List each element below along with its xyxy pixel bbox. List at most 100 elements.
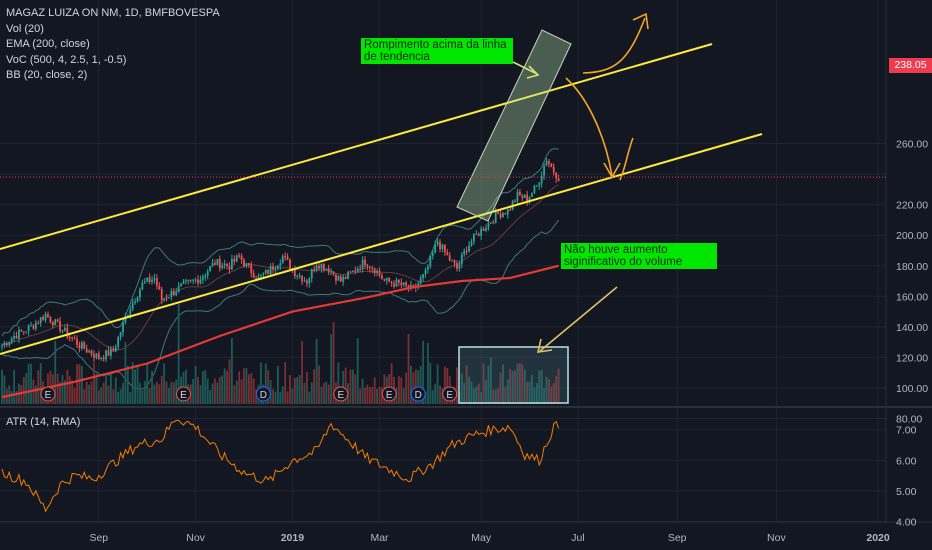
candle-body <box>516 191 519 202</box>
price-tick-label: 220.00 <box>896 200 928 212</box>
candle-body <box>189 279 192 281</box>
candle-body <box>252 273 255 278</box>
candle-body <box>531 193 533 197</box>
indicator-bb[interactable]: BB (20, close, 2) <box>6 69 88 81</box>
candle-body <box>407 285 410 289</box>
candle-body <box>102 357 105 360</box>
candle-body <box>339 276 342 282</box>
candle-body <box>34 322 37 329</box>
candle-body <box>228 265 231 270</box>
candle-body <box>318 265 320 269</box>
candle-body <box>124 316 127 323</box>
volume-bar <box>477 383 480 404</box>
candle-body <box>296 275 299 277</box>
candle-body <box>197 279 199 284</box>
volume-bar <box>168 387 170 404</box>
volume-bar <box>482 363 485 404</box>
candle-body <box>475 233 478 235</box>
volume-bar <box>209 389 212 404</box>
candle-body <box>231 258 233 270</box>
volume-bar <box>34 385 37 404</box>
candle-body <box>64 327 66 331</box>
candle-body <box>221 265 224 269</box>
volume-bar <box>93 362 95 404</box>
volume-bar <box>143 380 146 404</box>
candle-body <box>117 337 120 348</box>
earnings-marker: E <box>337 390 344 401</box>
candle-body <box>262 273 265 275</box>
candle-body <box>15 335 18 339</box>
volume-bar <box>114 377 117 404</box>
volume-bar <box>201 371 204 404</box>
volume-bar <box>332 322 335 404</box>
price-tick-label: 180.00 <box>896 261 928 273</box>
volume-bar <box>165 381 168 404</box>
time-tick-label: Jul <box>571 532 584 544</box>
candle-body <box>10 338 13 343</box>
candle-body <box>56 319 59 322</box>
atr-tick-label: 6.00 <box>896 455 917 467</box>
volume-bar <box>85 381 88 404</box>
candle-body <box>543 165 545 176</box>
candle-body <box>456 263 458 269</box>
volume-bar <box>1 369 3 404</box>
volume-bar <box>146 363 149 404</box>
candle-body <box>482 228 485 231</box>
candle-body <box>168 297 170 299</box>
volume-bar <box>327 384 330 404</box>
volume-bar <box>555 375 558 404</box>
candle-body <box>175 292 178 296</box>
candle-body <box>368 267 371 269</box>
candle-body <box>332 271 335 275</box>
candle-body <box>552 166 555 173</box>
volume-arrow-head <box>536 338 553 353</box>
volume-bar <box>526 381 529 404</box>
candle-body <box>385 277 388 281</box>
candle-body <box>255 277 257 279</box>
volume-bar <box>260 362 262 404</box>
volume-bar <box>538 370 541 404</box>
volume-bar <box>431 390 434 404</box>
volume-bar <box>349 369 352 404</box>
candle-body <box>446 252 449 256</box>
volume-bar <box>110 372 112 404</box>
volume-bar <box>325 381 328 404</box>
rebound-arrow <box>619 137 634 181</box>
indicator-vol[interactable]: Vol (20) <box>6 22 44 35</box>
volume-bar <box>59 381 61 404</box>
candle-body <box>489 222 492 224</box>
volume-bar <box>13 370 15 404</box>
volume-bar <box>240 379 243 404</box>
volume-bar <box>126 365 129 404</box>
volume-bar <box>163 363 166 404</box>
volume-bar <box>274 391 277 404</box>
atr-legend[interactable]: ATR (14, RMA) <box>6 416 81 428</box>
candle-body <box>22 331 25 333</box>
volume-bar <box>223 368 226 404</box>
volume-bar <box>56 373 59 404</box>
candle-body <box>139 289 141 298</box>
candle-body <box>44 314 47 320</box>
volume-bar <box>473 388 475 404</box>
candle-body <box>267 270 270 275</box>
volume-bar <box>480 391 483 404</box>
volume-bar <box>269 380 272 404</box>
volume-bar <box>313 369 316 404</box>
candle-body <box>260 274 262 277</box>
candle-body <box>240 255 243 260</box>
candle-body <box>126 314 129 317</box>
indicator-ema[interactable]: EMA (200, close) <box>6 38 90 50</box>
indicator-voc[interactable]: VoC (500, 4, 2.5, 1, -0.5) <box>6 53 127 66</box>
candle-body <box>107 350 110 356</box>
volume-bar <box>322 383 325 404</box>
volume-bar <box>139 382 141 404</box>
candle-body <box>402 282 405 286</box>
volume-bar <box>64 380 66 404</box>
volume-bar <box>279 391 282 404</box>
volume-bar <box>124 341 127 404</box>
volume-bar <box>158 384 161 404</box>
candle-body <box>322 264 325 271</box>
volume-bar <box>197 377 199 404</box>
candle-body <box>487 222 490 229</box>
